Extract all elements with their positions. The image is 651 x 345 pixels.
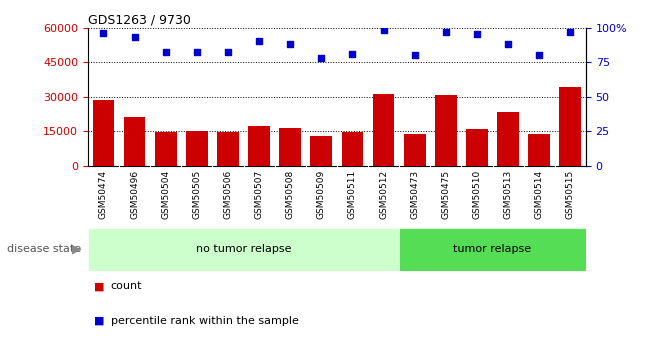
Bar: [279, 128, 301, 166]
Point: [534, 52, 544, 58]
Text: GSM50496: GSM50496: [130, 170, 139, 219]
Bar: [342, 132, 363, 166]
Point: [316, 55, 327, 61]
Point: [409, 52, 420, 58]
Text: no tumor relapse: no tumor relapse: [196, 244, 291, 254]
Text: GSM50509: GSM50509: [317, 170, 326, 219]
Text: GSM50512: GSM50512: [379, 170, 388, 219]
Text: disease state: disease state: [7, 244, 81, 254]
FancyBboxPatch shape: [88, 228, 399, 271]
Text: GSM50506: GSM50506: [223, 170, 232, 219]
Text: percentile rank within the sample: percentile rank within the sample: [111, 316, 299, 326]
Point: [161, 50, 171, 55]
Bar: [529, 134, 550, 166]
FancyBboxPatch shape: [399, 228, 586, 271]
Text: GDS1263 / 9730: GDS1263 / 9730: [88, 13, 191, 27]
Bar: [217, 131, 239, 166]
Text: count: count: [111, 282, 142, 291]
Bar: [311, 136, 332, 166]
Text: GSM50474: GSM50474: [99, 170, 108, 219]
Point: [378, 28, 389, 33]
Bar: [559, 87, 581, 166]
Text: GSM50513: GSM50513: [504, 170, 512, 219]
Text: GSM50507: GSM50507: [255, 170, 264, 219]
Bar: [92, 100, 115, 166]
Text: GSM50514: GSM50514: [534, 170, 544, 219]
Text: GSM50515: GSM50515: [566, 170, 575, 219]
Point: [191, 50, 202, 55]
Text: GSM50473: GSM50473: [410, 170, 419, 219]
Text: GSM50510: GSM50510: [473, 170, 482, 219]
Point: [441, 29, 451, 34]
Bar: [466, 129, 488, 166]
Point: [130, 34, 140, 40]
Point: [254, 39, 264, 44]
Text: GSM50475: GSM50475: [441, 170, 450, 219]
Point: [98, 30, 109, 36]
Point: [347, 51, 357, 57]
Text: tumor relapse: tumor relapse: [454, 244, 532, 254]
Text: GSM50505: GSM50505: [192, 170, 201, 219]
Bar: [435, 96, 457, 166]
Bar: [155, 131, 176, 166]
Text: GSM50511: GSM50511: [348, 170, 357, 219]
Bar: [497, 111, 519, 166]
Bar: [186, 131, 208, 166]
Point: [285, 41, 296, 47]
Text: ▶: ▶: [72, 243, 81, 256]
Text: ■: ■: [94, 282, 105, 291]
Text: GSM50504: GSM50504: [161, 170, 170, 219]
Bar: [248, 127, 270, 166]
Bar: [124, 117, 145, 166]
Text: ■: ■: [94, 316, 105, 326]
Point: [472, 32, 482, 37]
Point: [503, 41, 513, 47]
Bar: [404, 134, 426, 166]
Point: [565, 29, 575, 34]
Bar: [372, 94, 395, 166]
Point: [223, 50, 233, 55]
Text: GSM50508: GSM50508: [286, 170, 295, 219]
